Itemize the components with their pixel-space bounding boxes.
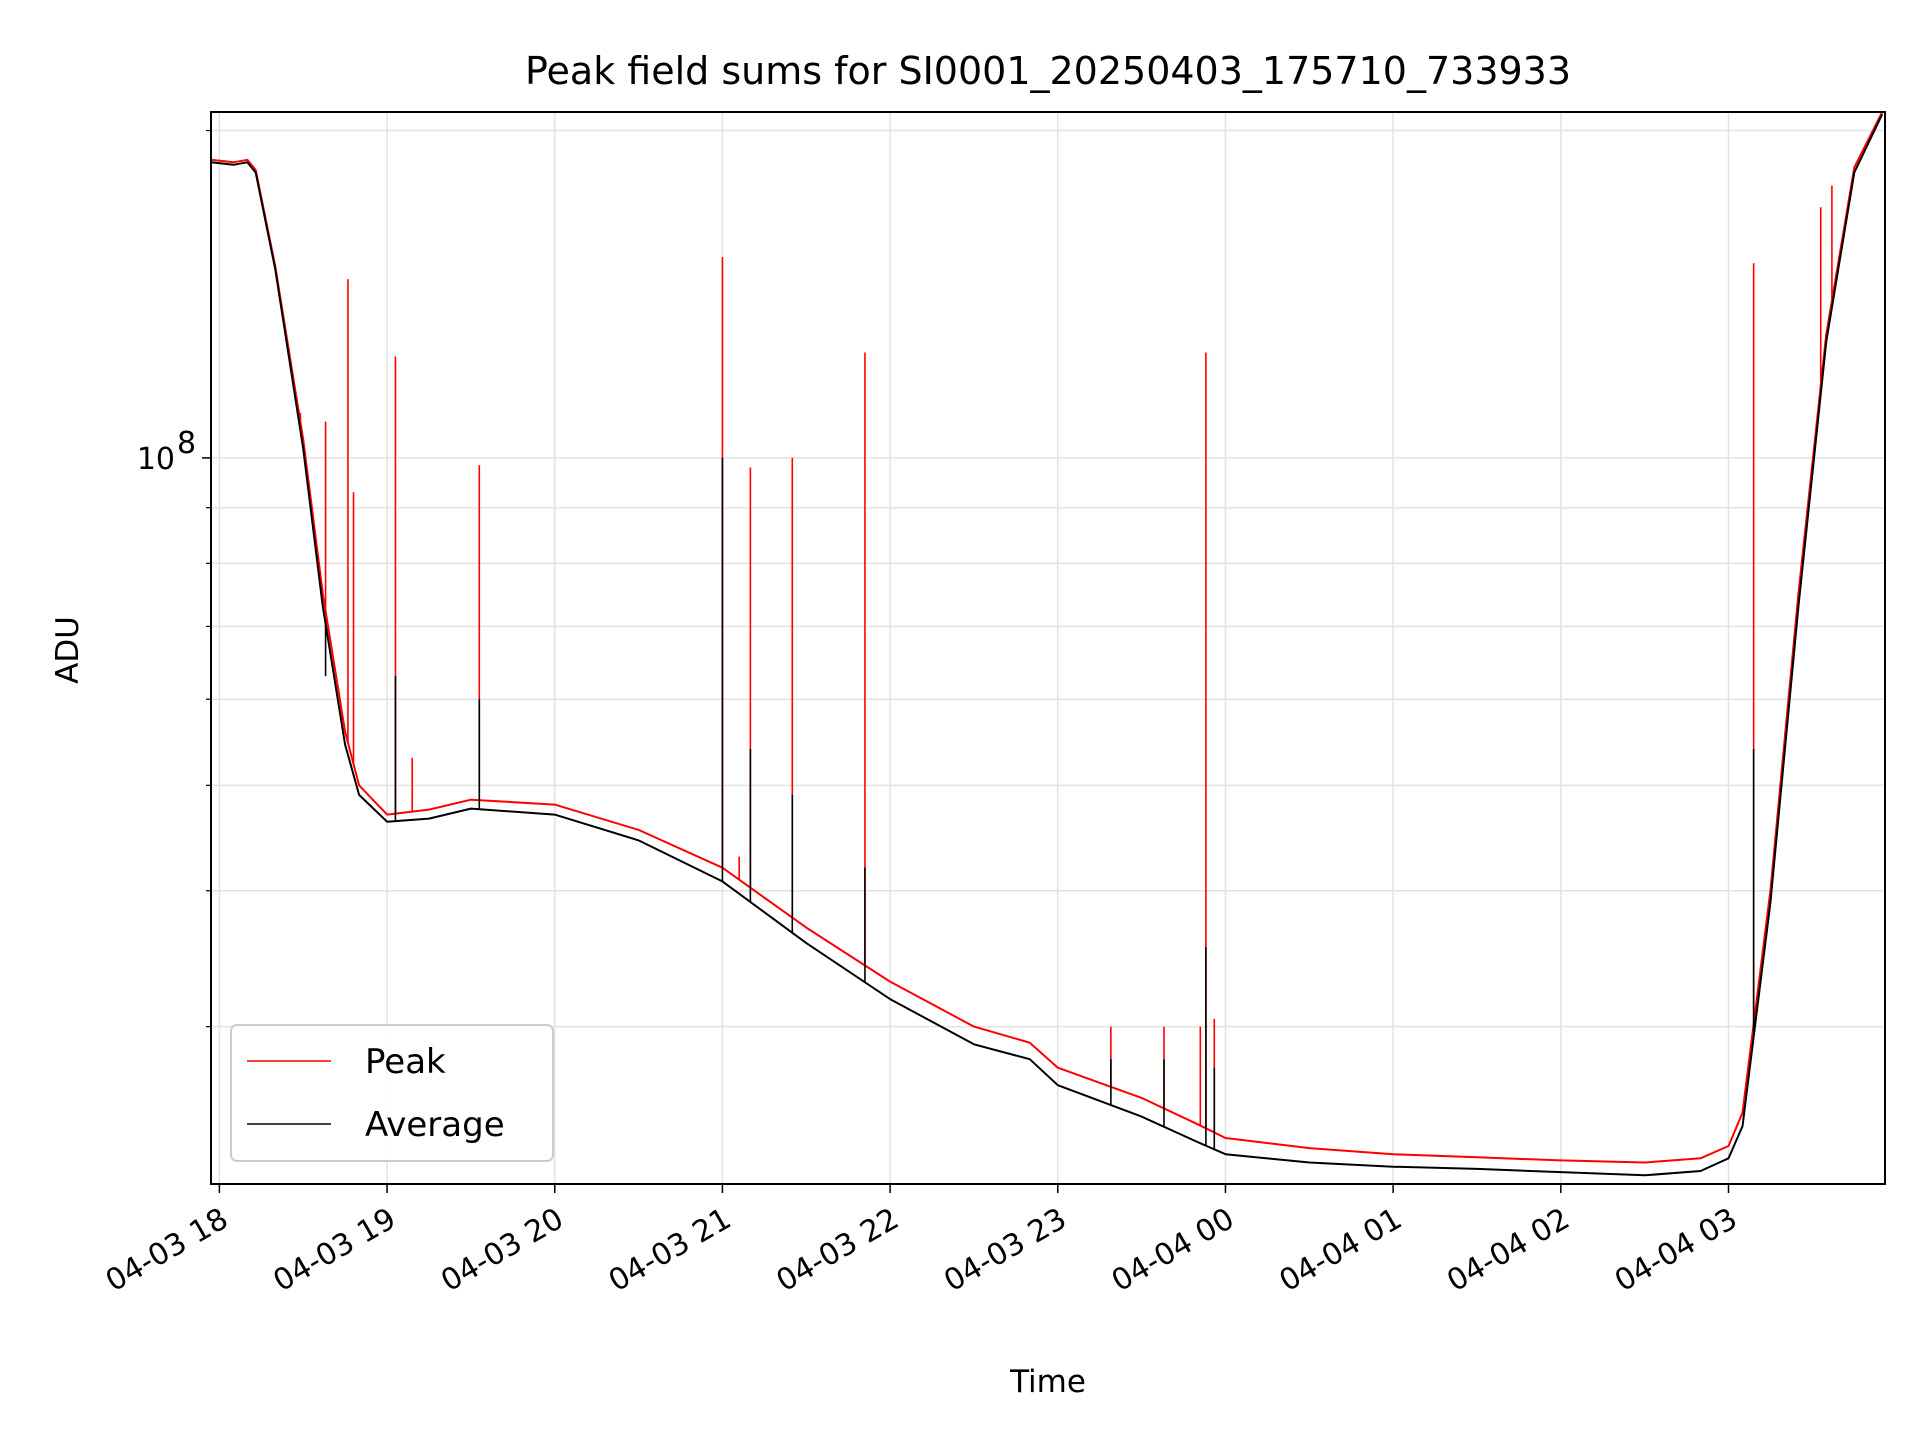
- chart-title: Peak field sums for SI0001_20250403_1757…: [525, 49, 1571, 93]
- y-axis-ticks: 10 8: [137, 129, 211, 1028]
- y-axis-label: ADU: [50, 616, 86, 684]
- legend-label-average: Average: [365, 1105, 505, 1145]
- series-line-peak: [210, 111, 1884, 1164]
- y-tick-label: 10: [137, 442, 175, 477]
- series-layer: [210, 111, 1884, 1177]
- x-axis-label: Time: [1009, 1364, 1086, 1400]
- series-line-average: [210, 113, 1884, 1177]
- legend-label-peak: Peak: [365, 1042, 446, 1082]
- legend: Peak Average: [230, 1024, 554, 1162]
- plot-area-frame: [210, 111, 1886, 1185]
- y-tick-exponent: 8: [177, 426, 196, 461]
- legend-box: [230, 1024, 554, 1162]
